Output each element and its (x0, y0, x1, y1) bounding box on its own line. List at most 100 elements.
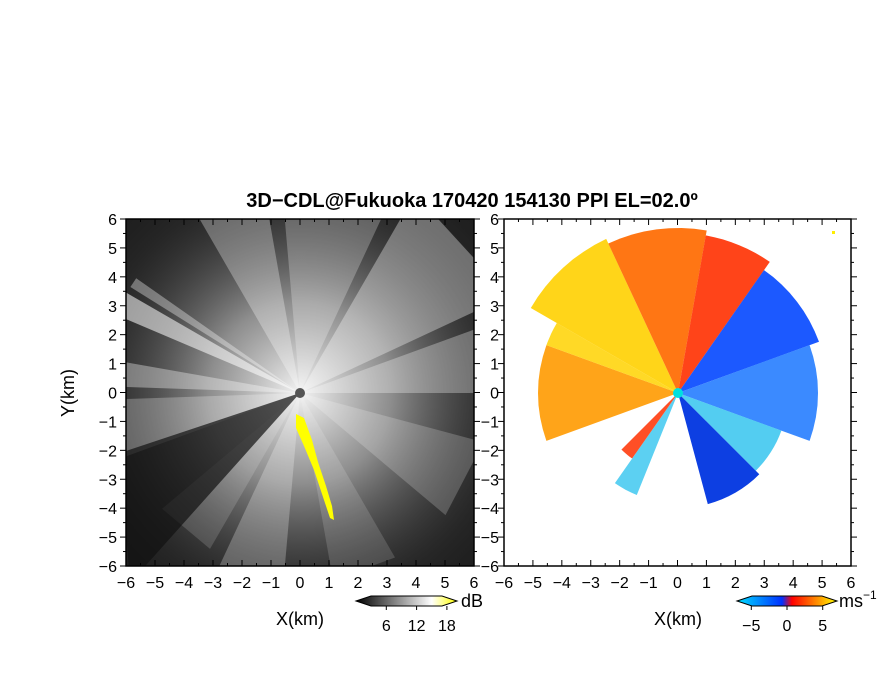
echo-ray (126, 393, 300, 457)
x-tick-label: 3 (383, 575, 392, 592)
echo-ray (130, 278, 300, 393)
x-tick-label: 2 (354, 575, 363, 592)
y-tick-label: 6 (108, 212, 117, 229)
velocity-sector (678, 270, 819, 393)
x-tick-label: 5 (441, 575, 450, 592)
velocity-echo-regions (530, 228, 819, 505)
x-tick-label: −1 (639, 575, 657, 592)
velocity-colorbar-unit-superscript: −1 (863, 588, 877, 602)
y-tick-label: −4 (99, 501, 117, 518)
velocity-colorbar: −5 0 5 ms−1 (735, 588, 877, 635)
x-tick-label: 4 (789, 575, 798, 592)
colorbar-tick-label: 6 (382, 618, 391, 635)
y-tick-label: 2 (108, 328, 117, 345)
intensity-colorbar-bar (354, 595, 459, 607)
x-tick-label: −5 (524, 575, 542, 592)
velocity-sector (621, 393, 678, 459)
intensity-y-axis-label: Y(km) (58, 369, 78, 417)
x-tick-label: −5 (146, 575, 164, 592)
velocity-colorbar-unit-base: ms (839, 591, 863, 611)
echo-ray (126, 362, 300, 393)
velocity-sector (530, 238, 678, 393)
velocity-axis-ticks: −6 −5 −4 −3 −2 −1 0 1 2 3 4 5 6 6 5 4 3 2 1 0 −1 −2 −3 −4 −5 −6 (481, 212, 857, 592)
y-tick-label: −6 (99, 559, 117, 576)
x-tick-label: 0 (296, 575, 305, 592)
intensity-echo-rays (126, 219, 474, 566)
intensity-colorbar-ticks: 6 12 18 (382, 606, 456, 635)
y-tick-label: 0 (490, 386, 499, 403)
y-tick-label: −3 (99, 472, 117, 489)
x-tick-label: −4 (553, 575, 571, 592)
colorbar-tick-label: 18 (438, 618, 456, 635)
intensity-x-axis-label: X(km) (276, 609, 324, 629)
echo-ray (300, 393, 395, 566)
velocity-sector (538, 345, 678, 441)
y-tick-label: −2 (481, 443, 499, 460)
x-tick-label: 5 (818, 575, 827, 592)
radar-center-marker-right (673, 388, 683, 398)
velocity-colorbar-bar (735, 595, 839, 607)
y-tick-label: 2 (490, 328, 499, 345)
radar-center-marker-left (295, 388, 305, 398)
velocity-colorbar-unit: ms−1 (839, 588, 877, 611)
velocity-sector (678, 393, 760, 505)
y-tick-label: −5 (481, 530, 499, 547)
x-tick-label: 1 (325, 575, 334, 592)
echo-ray (162, 393, 300, 549)
x-tick-label: 0 (673, 575, 682, 592)
x-tick-label: −2 (611, 575, 629, 592)
intensity-axis-ticks: −6 −5 −4 −3 −2 −1 0 1 2 3 4 5 6 6 5 4 3 2 1 0 −1 −2 −3 −4 −5 −6 (99, 212, 480, 592)
echo-ray (300, 219, 474, 393)
x-tick-label: 6 (847, 575, 856, 592)
y-tick-label: 4 (490, 270, 499, 287)
intensity-colorbar: 6 12 18 dB (354, 591, 483, 635)
colorbar-tick-label: 0 (783, 618, 792, 635)
velocity-sector (546, 323, 678, 393)
no-echo-sector (126, 393, 300, 566)
y-tick-label: 1 (108, 357, 117, 374)
x-tick-label: −2 (233, 575, 251, 592)
y-tick-label: −2 (99, 443, 117, 460)
velocity-sector (608, 228, 707, 393)
y-tick-label: 5 (490, 241, 499, 258)
y-tick-label: −3 (481, 472, 499, 489)
x-tick-label: 1 (702, 575, 711, 592)
velocity-x-axis-label: X(km) (654, 609, 702, 629)
x-tick-label: 4 (412, 575, 421, 592)
y-tick-label: 5 (108, 241, 117, 258)
x-tick-label: −6 (495, 575, 513, 592)
y-tick-label: 3 (108, 299, 117, 316)
y-tick-label: 1 (490, 357, 499, 374)
velocity-panel: −6 −5 −4 −3 −2 −1 0 1 2 3 4 5 6 6 5 4 3 2 1 0 −1 −2 −3 −4 −5 −6 X… (481, 212, 877, 635)
echo-ray (199, 219, 300, 393)
y-tick-label: −1 (99, 414, 117, 431)
velocity-colorbar-ticks: −5 0 5 (742, 606, 827, 635)
echo-ray (126, 292, 300, 393)
y-tick-label: −6 (481, 559, 499, 576)
y-tick-label: −4 (481, 501, 499, 518)
echo-ray (300, 329, 474, 393)
figure-title: 3D−CDL@Fukuoka 170420 154130 PPI EL=02.0… (246, 190, 698, 212)
colorbar-tick-label: 5 (818, 618, 827, 635)
velocity-sector (614, 393, 678, 495)
x-tick-label: −6 (117, 575, 135, 592)
y-tick-label: −1 (481, 414, 499, 431)
x-tick-label: −1 (262, 575, 280, 592)
x-tick-label: 6 (470, 575, 479, 592)
strong-echo-region (296, 414, 334, 520)
velocity-sector (678, 235, 770, 393)
velocity-stray-pixel (832, 231, 835, 234)
colorbar-tick-label: 12 (408, 618, 426, 635)
echo-ray (284, 219, 382, 393)
velocity-sector (678, 345, 818, 441)
x-tick-label: −4 (175, 575, 193, 592)
y-tick-label: 3 (490, 299, 499, 316)
y-tick-label: 6 (490, 212, 499, 229)
echo-ray (219, 393, 300, 566)
colorbar-tick-label: −5 (742, 618, 760, 635)
echo-ray (300, 393, 474, 516)
x-tick-label: −3 (204, 575, 222, 592)
y-tick-label: 4 (108, 270, 117, 287)
